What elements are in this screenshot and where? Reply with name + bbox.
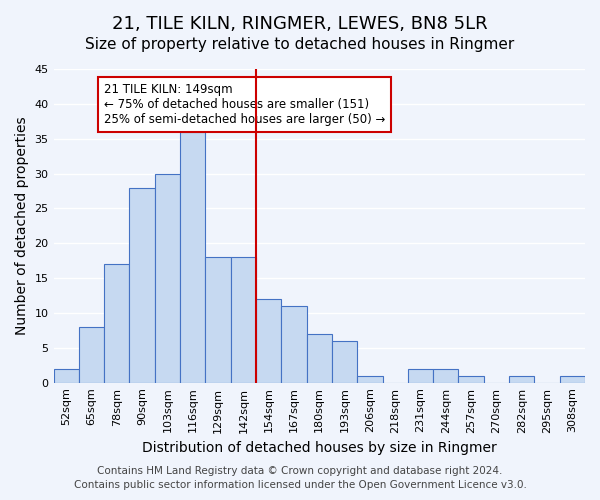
Text: 21 TILE KILN: 149sqm
← 75% of detached houses are smaller (151)
25% of semi-deta: 21 TILE KILN: 149sqm ← 75% of detached h…: [104, 83, 386, 126]
Bar: [256, 299, 281, 382]
Bar: [104, 264, 130, 382]
Text: 21, TILE KILN, RINGMER, LEWES, BN8 5LR: 21, TILE KILN, RINGMER, LEWES, BN8 5LR: [112, 15, 488, 33]
X-axis label: Distribution of detached houses by size in Ringmer: Distribution of detached houses by size …: [142, 441, 497, 455]
Bar: [332, 341, 357, 382]
Text: Size of property relative to detached houses in Ringmer: Size of property relative to detached ho…: [85, 38, 515, 52]
Bar: [408, 368, 433, 382]
Bar: [205, 257, 230, 382]
Bar: [509, 376, 535, 382]
Bar: [307, 334, 332, 382]
Y-axis label: Number of detached properties: Number of detached properties: [15, 116, 29, 335]
Bar: [180, 132, 205, 382]
Bar: [433, 368, 458, 382]
Bar: [357, 376, 383, 382]
Bar: [458, 376, 484, 382]
Bar: [560, 376, 585, 382]
Bar: [230, 257, 256, 382]
Text: Contains HM Land Registry data © Crown copyright and database right 2024.
Contai: Contains HM Land Registry data © Crown c…: [74, 466, 526, 490]
Bar: [155, 174, 180, 382]
Bar: [53, 368, 79, 382]
Bar: [79, 327, 104, 382]
Bar: [281, 306, 307, 382]
Bar: [130, 188, 155, 382]
